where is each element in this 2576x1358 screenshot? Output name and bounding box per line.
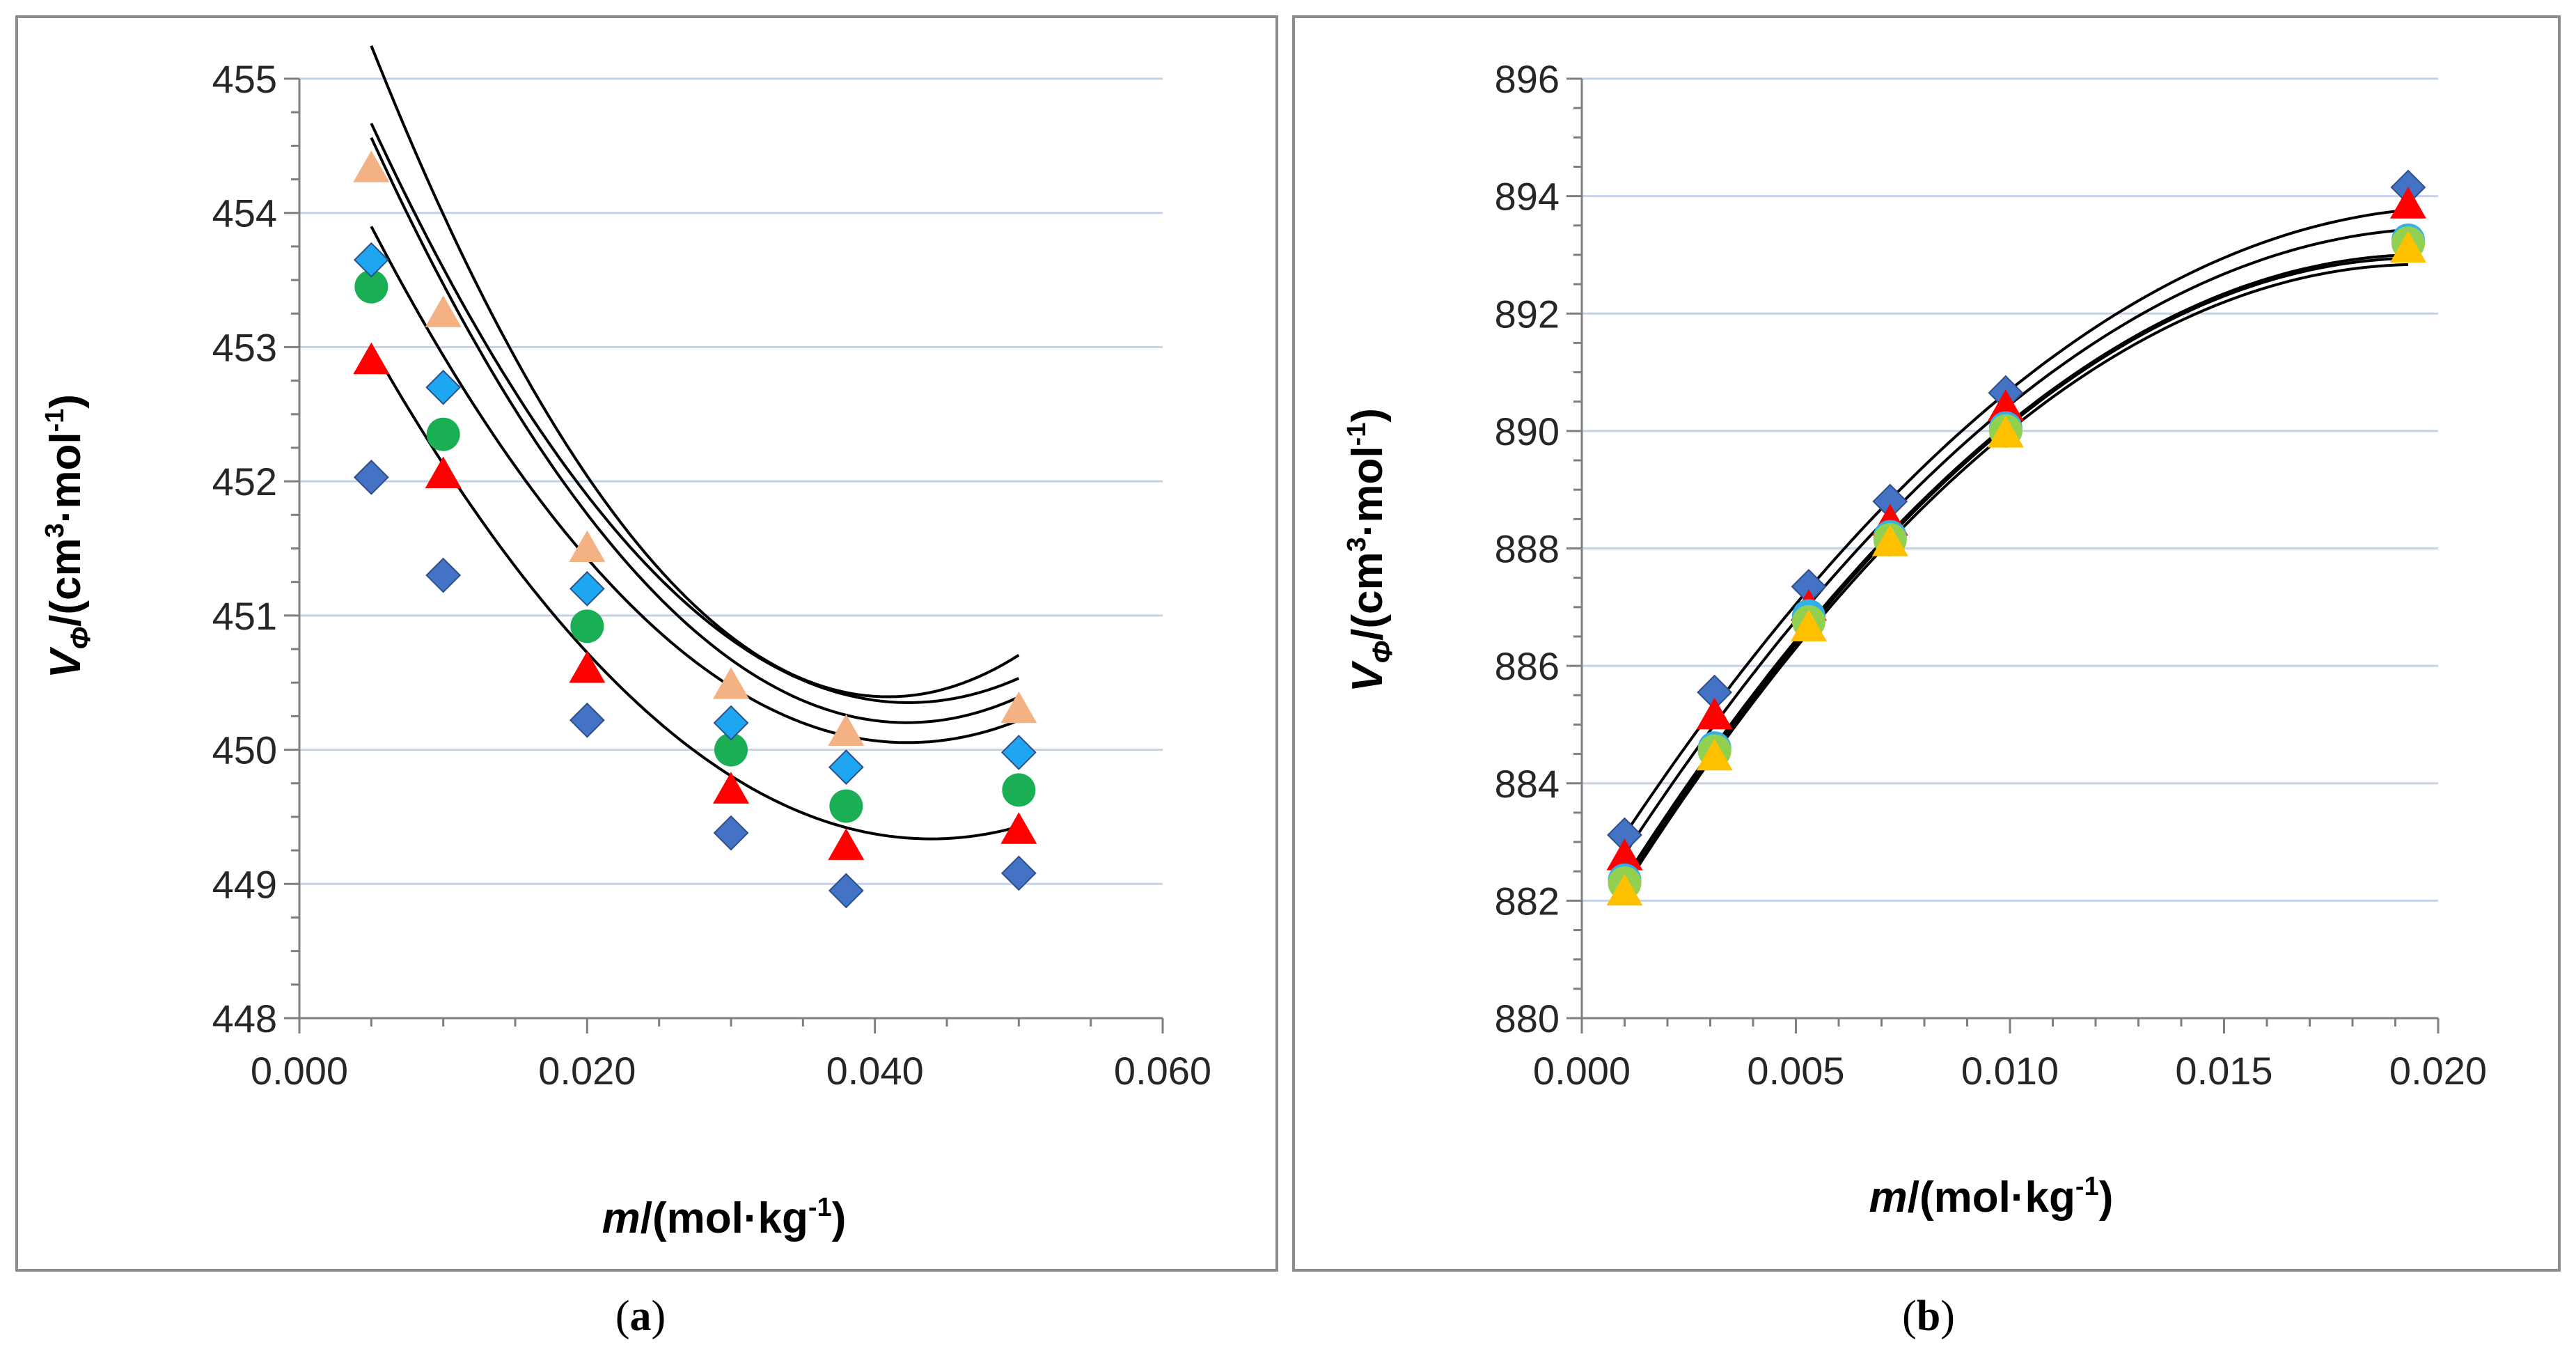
panel-a-axes xyxy=(284,77,1164,1033)
panel-a-series-4-point xyxy=(569,570,605,607)
panel-a-series-1-point xyxy=(1000,855,1037,891)
panel-a-series-2-point xyxy=(713,772,749,804)
panel-a-series-2-point xyxy=(569,650,606,683)
panel-a-data-points xyxy=(353,150,1037,909)
panel-b-series-5-point xyxy=(1871,524,1908,556)
panel-a-y-tick-label: 452 xyxy=(212,460,277,504)
panel-b-x-tick-label: 0.010 xyxy=(1961,1049,2059,1093)
panel-b-y-tick-label: 880 xyxy=(1495,997,1560,1040)
panel-a-x-tick-label: 0.040 xyxy=(826,1049,924,1093)
panel-a-series-4-point xyxy=(828,749,864,786)
panel-b-series-5-point xyxy=(1696,738,1733,771)
panel-b-y-axis-title: VΦ/(cm3·mol-1) xyxy=(1342,408,1398,692)
panel-a-series-4-point xyxy=(1000,735,1037,770)
panel-b-data-points xyxy=(1606,169,2426,906)
panel-a-y-tick-label: 453 xyxy=(212,325,277,369)
panel-b-x-tick-label: 0.015 xyxy=(2175,1049,2272,1093)
panel-a-series-5-point xyxy=(425,295,462,327)
panel-a-tick-labels: 448 449 450 451 452 453 454 455 0.000 0.020 0.040 0… xyxy=(212,57,1212,1093)
panel-a-y-axis-title: VΦ/(cm3·mol-1) xyxy=(40,394,96,678)
panel-a-series-3-point xyxy=(570,609,604,643)
panel-a-series-2-point xyxy=(353,342,390,375)
panel-a-series-1-point xyxy=(425,557,462,593)
panel-b-series-5-point xyxy=(2389,231,2426,263)
panel-a-series-3-point xyxy=(714,733,748,767)
panel-a-y-tick-label: 450 xyxy=(212,728,277,772)
panel-b-y-tick-label: 892 xyxy=(1495,292,1560,336)
panel-b-series-5-point xyxy=(1790,609,1827,641)
panel-a-series-5-point xyxy=(1000,691,1037,724)
panel-a-fit-series-3 xyxy=(370,136,1020,724)
panel-b-gridlines xyxy=(1582,77,2438,902)
panel-a-fit-series-5 xyxy=(370,45,1020,698)
panel-a-series-3-point xyxy=(829,789,863,823)
panel-a-y-tick-label: 449 xyxy=(212,862,277,906)
panel-a-series-3-point xyxy=(354,270,388,304)
panel-b-y-tick-label: 894 xyxy=(1495,175,1560,219)
panel-a-fit-series-1 xyxy=(370,344,1019,841)
panel-a-series-1-point xyxy=(353,459,389,495)
panel-b-y-tick-label: 884 xyxy=(1495,762,1560,806)
panel-b-tick-labels: 880 882 884 886 888 890 892 894 896 0.000 0.005 0.0… xyxy=(1495,57,2488,1093)
panel-b-y-tick-label: 886 xyxy=(1495,644,1560,688)
panel-b-y-tick-label: 890 xyxy=(1495,409,1560,453)
panel-b-y-tick-label: 896 xyxy=(1495,57,1560,101)
panel-a-series-1-point xyxy=(569,702,605,738)
panel-a-y-tick-label: 455 xyxy=(212,57,277,101)
panel-a-fit-curves xyxy=(370,45,1020,841)
panel-a-x-axis-title: m/(mol·kg-1) xyxy=(602,1193,847,1242)
panel-a: 448 449 450 451 452 453 454 455 0.000 0.020 0.040 0… xyxy=(15,15,1278,1272)
panel-a-series-5-point xyxy=(353,150,390,182)
panel-a-y-tick-label: 451 xyxy=(212,594,277,638)
panel-b-series-5-point xyxy=(1606,873,1643,906)
panel-a-fit-series-4 xyxy=(370,123,1020,704)
panel-a-series-3-point xyxy=(1002,773,1036,807)
panel-a-x-tick-label: 0.060 xyxy=(1114,1049,1211,1093)
panel-b-fit-series-1 xyxy=(1623,208,2409,836)
panel-a-series-5-point xyxy=(569,530,606,562)
panel-b-x-tick-label: 0.020 xyxy=(2389,1049,2487,1093)
panel-b-series-2-point xyxy=(2389,187,2426,219)
panel-a-series-5-point xyxy=(713,667,749,699)
panel-b-x-axis-title: m/(mol·kg-1) xyxy=(1869,1172,2114,1222)
panel-a-series-4-point xyxy=(353,242,389,278)
panel-a-x-tick-label: 0.020 xyxy=(538,1049,636,1093)
caption-a: (a) xyxy=(615,1293,666,1340)
panel-a-series-1-point xyxy=(713,815,749,851)
panel-a-frame xyxy=(15,15,1278,1272)
panel-a-series-4-point xyxy=(425,369,462,405)
panel-b: 880 882 884 886 888 890 892 894 896 0.000 0.005 0.0… xyxy=(1292,15,2561,1272)
panel-b-series-2-point xyxy=(1606,838,1643,871)
panel-b-frame xyxy=(1292,15,2561,1272)
panel-a-y-tick-label: 454 xyxy=(212,192,277,235)
panel-a-x-tick-label: 0.000 xyxy=(251,1049,348,1093)
panel-b-x-tick-label: 0.000 xyxy=(1533,1049,1631,1093)
panel-a-series-1-point xyxy=(828,873,864,909)
panel-b-series-2-point xyxy=(1987,389,2024,421)
panel-a-series-2-point xyxy=(828,828,865,860)
panel-b-y-tick-label: 882 xyxy=(1495,879,1560,923)
panel-b-axes xyxy=(1566,77,2440,1033)
panel-b-y-tick-label: 888 xyxy=(1495,527,1560,571)
panel-a-series-5-point xyxy=(828,714,865,747)
panel-a-series-2-point xyxy=(425,456,462,489)
panel-a-series-2-point xyxy=(1000,812,1037,844)
panel-b-x-tick-label: 0.005 xyxy=(1747,1049,1844,1093)
caption-b: (b) xyxy=(1902,1293,1955,1340)
panel-a-series-4-point xyxy=(713,705,749,741)
panel-b-series-2-point xyxy=(1696,697,1733,730)
panel-a-series-3-point xyxy=(426,417,460,451)
panel-a-fit-series-2 xyxy=(370,226,1020,744)
panel-a-y-tick-label: 448 xyxy=(212,997,277,1040)
panel-b-series-5-point xyxy=(1987,416,2024,448)
